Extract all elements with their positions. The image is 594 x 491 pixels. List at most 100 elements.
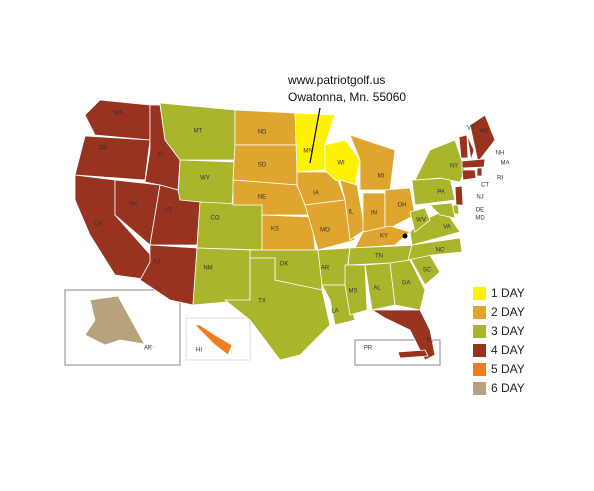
state-label: AR [321, 266, 330, 272]
state-shape [466, 134, 475, 161]
state-label: PA [437, 190, 445, 196]
state-label: NH [496, 151, 505, 157]
state-label: SC [423, 268, 432, 274]
state-shape [196, 201, 263, 251]
state-label: IL [348, 210, 354, 216]
state-shape [461, 158, 486, 169]
state-label: AL [373, 286, 381, 292]
state-shape [84, 295, 171, 353]
state-label: OH [398, 203, 407, 209]
state-shape [159, 102, 236, 161]
state-label: MT [194, 129, 203, 135]
state-label: SD [258, 163, 267, 169]
state-shape [397, 349, 429, 359]
state-shape [414, 139, 466, 183]
state-shape [370, 309, 436, 361]
state-label: ME [480, 129, 489, 135]
state-label: MD [475, 216, 485, 222]
state-label: NV [129, 202, 137, 208]
state-label: NE [258, 195, 266, 201]
state-shape [74, 135, 151, 181]
state-label: NM [203, 266, 212, 272]
state-label: WV [416, 218, 426, 224]
annotation-url: www.patriotgolf.us [287, 73, 385, 87]
legend-swatch [473, 325, 486, 338]
state-shape [223, 257, 331, 361]
legend-label: 5 DAY [491, 362, 525, 376]
state-label: VT [467, 126, 475, 132]
state-label: IN [371, 211, 377, 217]
state-label: DE [476, 208, 484, 214]
state-label: KY [380, 234, 388, 240]
state-label: GA [402, 281, 411, 287]
state-label: NC [436, 248, 445, 254]
state-shape [458, 134, 469, 159]
state-label: TX [258, 299, 266, 305]
state-label: AZ [153, 260, 161, 266]
state-shape [339, 179, 366, 241]
state-shape [461, 169, 477, 181]
state-label: TN [375, 254, 383, 260]
legend-swatch [473, 344, 486, 357]
legend-swatch [473, 306, 486, 319]
state-shape [234, 109, 298, 146]
state-label: OK [280, 262, 289, 268]
state-shape [454, 185, 464, 206]
state-shape [194, 324, 233, 356]
state-label: AK [144, 346, 152, 352]
state-shape [409, 207, 431, 233]
states: WA OR CA NV ID MT WY UT CO AZ NM ND SD NE KS OK TX MN IA MO… [74, 99, 510, 361]
legend-label: 1 DAY [491, 286, 525, 300]
state-shape [261, 214, 316, 251]
legend-label: 4 DAY [491, 343, 525, 357]
legend-swatch [473, 287, 486, 300]
state-shape [411, 177, 456, 206]
state-label: FL [426, 338, 434, 344]
state-label: CT [481, 183, 489, 189]
state-label: CA [94, 222, 102, 228]
state-label: LA [331, 309, 338, 315]
state-shape [429, 202, 456, 219]
state-label: MI [378, 174, 385, 180]
state-label: WI [337, 161, 345, 167]
state-label: NJ [476, 195, 483, 201]
state-shape [84, 99, 151, 141]
state-shape [344, 264, 368, 316]
legend-label: 3 DAY [491, 324, 525, 338]
state-label: ND [258, 130, 267, 136]
state-shape [177, 159, 236, 206]
state-label: MS [349, 289, 358, 295]
state-shape [476, 167, 483, 177]
state-label: ID [157, 153, 164, 159]
state-shape [407, 237, 463, 261]
state-shape [354, 225, 411, 249]
state-shape [384, 187, 416, 229]
state-shape [304, 199, 356, 251]
state-label: MO [320, 228, 330, 234]
state-shape [349, 134, 396, 191]
state-shape [389, 259, 426, 311]
state-label: RI [497, 176, 503, 182]
state-shape [192, 247, 251, 306]
state-label: UT [164, 208, 172, 214]
legend: 1 DAY 2 DAY 3 DAY 4 DAY 5 DAY 6 DAY [473, 286, 525, 395]
legend-swatch [473, 363, 486, 376]
legend-label: 2 DAY [491, 305, 525, 319]
state-label: WY [200, 176, 210, 182]
legend-swatch [473, 382, 486, 395]
state-label: VA [443, 225, 451, 231]
state-label: MA [501, 161, 510, 167]
state-label: MN [303, 149, 312, 155]
state-label: HI [196, 348, 202, 354]
state-label: IA [313, 191, 319, 197]
state-label: NY [450, 164, 458, 170]
state-shape [469, 114, 496, 163]
state-label: WA [113, 111, 122, 117]
annotation-address: Owatonna, Mn. 55060 [288, 90, 406, 104]
legend-label: 6 DAY [491, 381, 525, 395]
state-label: CO [211, 216, 220, 222]
leader-line [309, 107, 321, 164]
state-label: PR [364, 346, 373, 352]
state-label: KS [271, 227, 279, 233]
